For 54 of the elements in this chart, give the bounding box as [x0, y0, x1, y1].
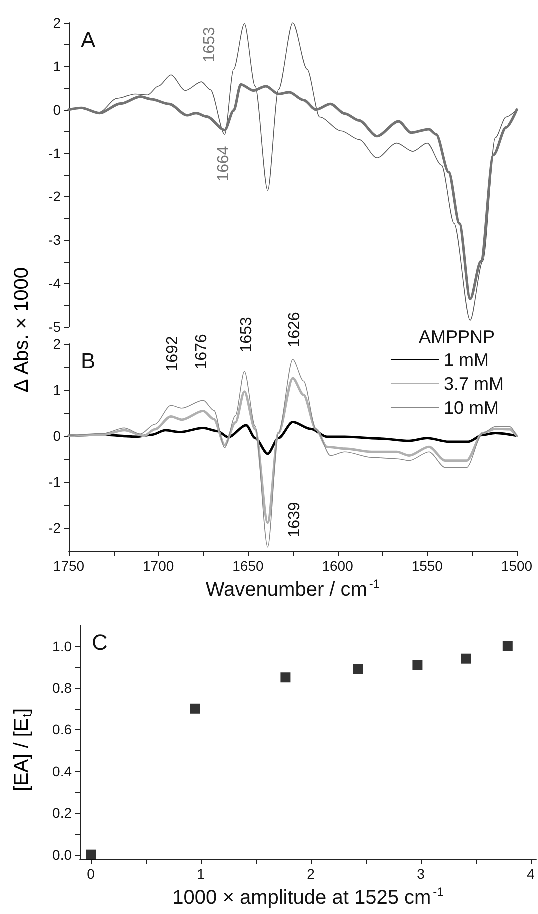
x-tick-label: 1600: [322, 558, 354, 574]
y-tick-label: -1: [48, 474, 62, 490]
x-tick-label: 1750: [53, 558, 85, 574]
annotation: 1692: [164, 336, 182, 372]
y-tick-label: 0.6: [52, 722, 72, 738]
y-tick-label: 1: [53, 58, 62, 74]
line-series: [68, 83, 518, 301]
x-tick-label: 1: [197, 866, 206, 882]
chart-title: B: [81, 348, 96, 374]
y-axis-title: [EA] / [Et]: [11, 708, 34, 792]
y-tick-label: 2: [53, 336, 62, 352]
x-tick-label: 4: [527, 866, 536, 882]
y-tick-label: -3: [48, 232, 62, 248]
annotation: 1639: [286, 502, 304, 538]
point: [353, 664, 364, 674]
legend-label: 3.7 mM: [444, 374, 504, 394]
annotation: 1676: [194, 334, 210, 370]
x-tick-label: 3: [417, 866, 426, 882]
y-axis-title: Δ Abs. × 1000: [11, 267, 33, 393]
y-tick-label: 0.0: [52, 846, 72, 863]
annotation: 1664: [216, 146, 232, 182]
annotation: 1653: [202, 27, 218, 63]
y-tick-label: 0: [53, 102, 62, 118]
legend-title: AMPPNP: [418, 327, 496, 347]
y-tick-label: -2: [48, 520, 62, 536]
x-tick-label: 1550: [412, 558, 444, 574]
legend-label: 10 mM: [444, 398, 500, 418]
point: [280, 672, 291, 683]
annotation: 1653: [238, 317, 256, 353]
y-tick-label: 0.2: [52, 805, 72, 822]
y-tick-label: -2: [48, 188, 62, 205]
point: [502, 641, 513, 652]
point: [86, 850, 96, 860]
x-tick-label: 2: [307, 866, 316, 882]
y-tick-label: 0.8: [52, 680, 72, 696]
y-tick-label: 2: [53, 15, 62, 31]
y-tick-label: 1: [53, 382, 62, 398]
y-tick-label: -5: [48, 319, 62, 335]
x-tick-label: 1500: [501, 558, 533, 574]
x-tick-label: 0: [87, 866, 96, 882]
y-tick-label: 0.4: [52, 763, 72, 780]
legend-label: 1 mM: [444, 350, 489, 370]
y-tick-label: -1: [48, 145, 62, 162]
y-tick-label: 1.0: [52, 638, 72, 654]
point: [412, 660, 423, 670]
point: [461, 654, 472, 664]
y-tick-label: -4: [48, 276, 62, 292]
chart-title: A: [81, 28, 96, 52]
x-tick-label: 1700: [143, 558, 174, 574]
chart-title: C: [92, 630, 108, 655]
y-tick-label: 0: [53, 428, 62, 444]
point: [190, 704, 200, 714]
annotation: 1626: [286, 312, 304, 348]
x-tick-label: 1650: [232, 558, 264, 574]
